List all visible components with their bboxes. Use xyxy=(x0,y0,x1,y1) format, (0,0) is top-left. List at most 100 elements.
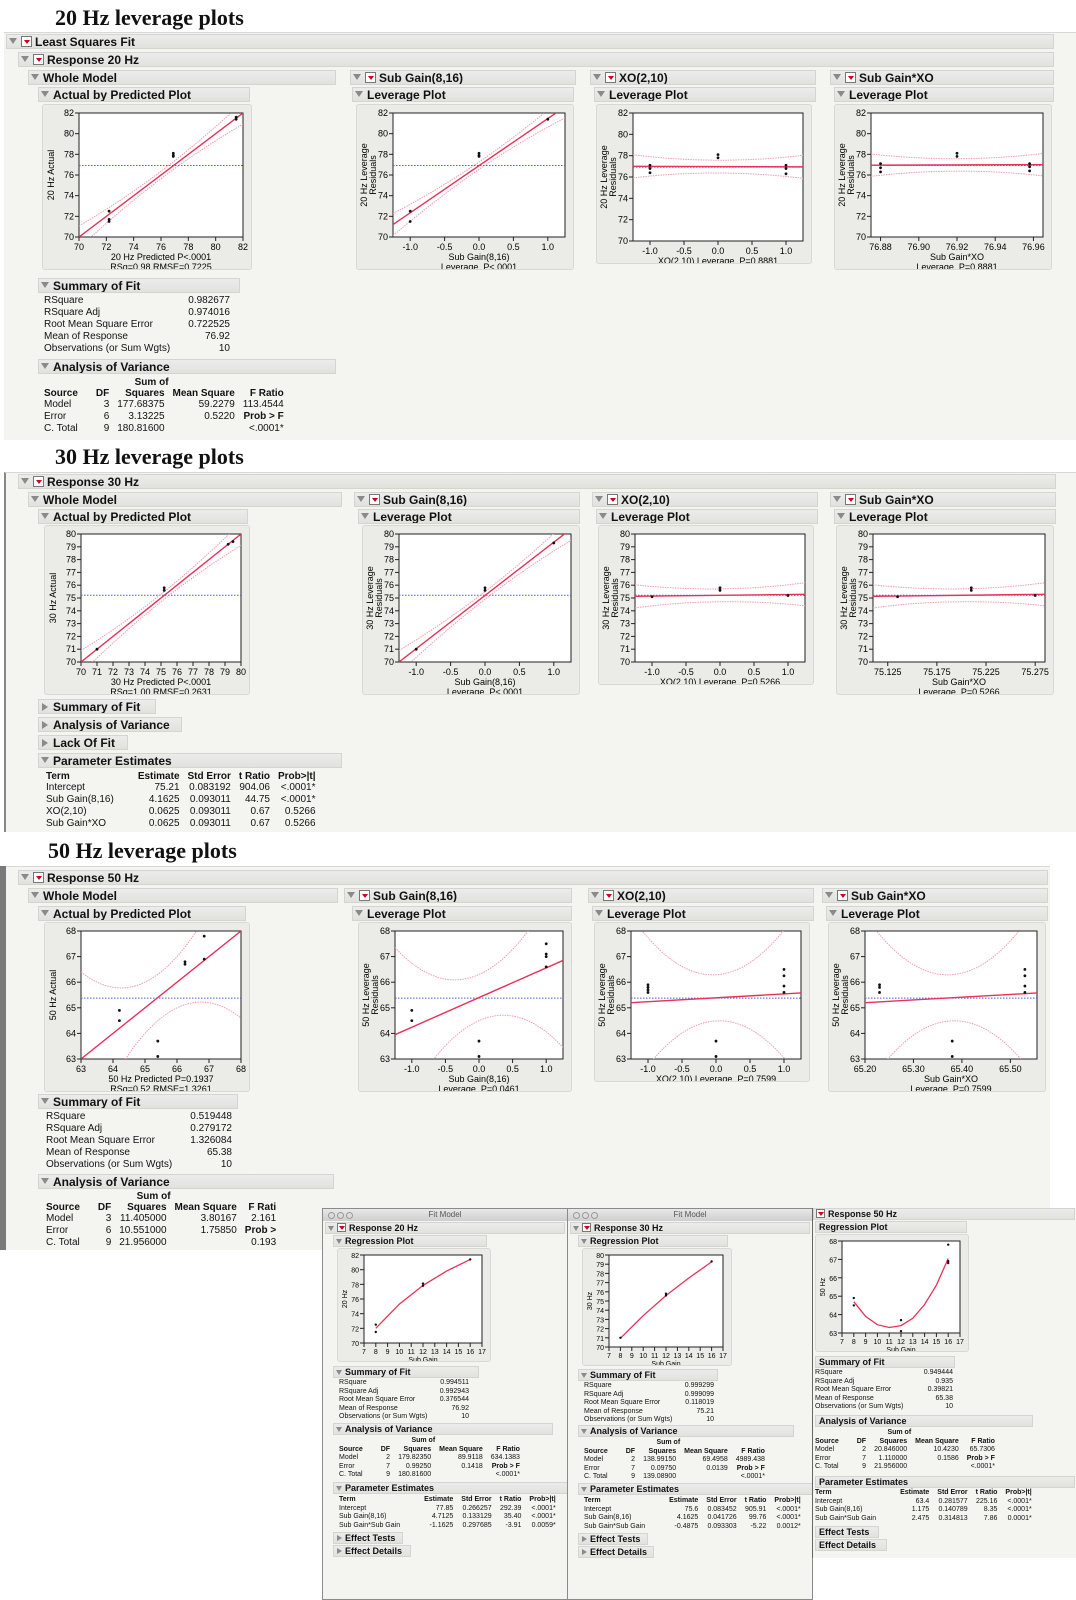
red-triangle-menu-icon[interactable] xyxy=(33,476,44,487)
red-triangle-menu-icon[interactable] xyxy=(365,72,376,83)
disclosure-icon[interactable] xyxy=(336,1486,342,1491)
least-squares-fit-header[interactable]: Least Squares Fit xyxy=(6,34,1054,49)
red-triangle-menu-icon[interactable] xyxy=(837,890,848,901)
regression-plot-header[interactable]: Regression Plot xyxy=(815,1221,967,1233)
disclosure-icon[interactable] xyxy=(581,1373,587,1378)
disclosure-icon[interactable] xyxy=(591,892,599,898)
disclosure-icon[interactable] xyxy=(599,513,607,519)
disclosure-icon[interactable] xyxy=(573,1226,579,1231)
leverage-plot-header[interactable]: Leverage Plot xyxy=(826,906,1048,921)
disclosure-icon[interactable] xyxy=(41,513,49,519)
disclosure-icon[interactable] xyxy=(595,910,603,916)
anova-header[interactable]: Analysis of Variance xyxy=(38,1174,334,1189)
red-triangle-menu-icon[interactable] xyxy=(21,36,32,47)
leverage-plot-header[interactable]: Leverage Plot xyxy=(834,87,1054,102)
disclosure-icon[interactable] xyxy=(21,478,29,484)
disclosure-icon[interactable] xyxy=(837,513,845,519)
disclosure-icon[interactable] xyxy=(336,1427,342,1432)
fit-model-panel-50hz[interactable]: Response 50 Hz Regression Plot 63 64 65 66 6… xyxy=(812,1208,1076,1558)
red-triangle-menu-icon[interactable] xyxy=(605,72,616,83)
disclosure-icon[interactable] xyxy=(833,74,841,80)
summary-of-fit-header[interactable]: Summary of Fit xyxy=(333,1366,479,1378)
effect-tests-header[interactable]: Effect Tests xyxy=(333,1532,403,1544)
disclosure-icon[interactable] xyxy=(355,910,363,916)
disclosure-icon[interactable] xyxy=(581,1487,587,1492)
disclosure-icon[interactable] xyxy=(581,1429,587,1434)
disclosure-icon[interactable] xyxy=(357,496,365,502)
effect-header-xo[interactable]: XO(2,10) xyxy=(590,70,816,85)
red-triangle-menu-icon[interactable] xyxy=(816,1209,825,1218)
leverage-plot-header[interactable]: Leverage Plot xyxy=(596,509,818,524)
disclosure-closed-icon[interactable] xyxy=(337,1535,342,1541)
parameter-estimates-header[interactable]: Parameter Estimates xyxy=(815,1476,1075,1488)
disclosure-icon[interactable] xyxy=(833,496,841,502)
disclosure-icon[interactable] xyxy=(31,496,39,502)
whole-model-header[interactable]: Whole Model xyxy=(28,492,342,507)
disclosure-icon[interactable] xyxy=(336,1239,342,1244)
window-titlebar[interactable]: Fit Model xyxy=(323,1209,567,1221)
disclosure-icon[interactable] xyxy=(353,74,361,80)
disclosure-icon[interactable] xyxy=(355,91,363,97)
effect-tests-header[interactable]: Effect Tests xyxy=(578,1533,648,1545)
disclosure-icon[interactable] xyxy=(825,892,833,898)
disclosure-icon[interactable] xyxy=(593,74,601,80)
actual-by-predicted-header[interactable]: Actual by Predicted Plot xyxy=(38,509,248,524)
disclosure-icon[interactable] xyxy=(837,91,845,97)
red-triangle-menu-icon[interactable] xyxy=(33,872,44,883)
disclosure-icon[interactable] xyxy=(829,910,837,916)
red-triangle-menu-icon[interactable] xyxy=(337,1223,346,1232)
disclosure-closed-icon[interactable] xyxy=(42,703,48,711)
fit-model-window-30hz[interactable]: Fit Model Response 30 Hz Regression Plot… xyxy=(567,1208,814,1600)
response-30hz-header[interactable]: Response 30 Hz xyxy=(18,474,1056,489)
leverage-plot-header[interactable]: Leverage Plot xyxy=(352,87,574,102)
leverage-plot-header[interactable]: Leverage Plot xyxy=(594,87,816,102)
disclosure-closed-icon[interactable] xyxy=(582,1549,587,1555)
disclosure-closed-icon[interactable] xyxy=(42,739,48,747)
whole-model-header[interactable]: Whole Model xyxy=(28,888,338,903)
window-titlebar[interactable]: Fit Model xyxy=(568,1209,812,1221)
actual-by-predicted-header[interactable]: Actual by Predicted Plot xyxy=(38,906,246,921)
disclosure-icon[interactable] xyxy=(328,1226,334,1231)
regression-plot-header[interactable]: Regression Plot xyxy=(333,1235,487,1247)
disclosure-icon[interactable] xyxy=(21,56,29,62)
effect-tests-header[interactable]: Effect Tests xyxy=(815,1526,879,1538)
effect-header-subgain[interactable]: Sub Gain(8,16) xyxy=(350,70,576,85)
effect-header-subgainxo[interactable]: Sub Gain*XO xyxy=(830,70,1054,85)
whole-model-header[interactable]: Whole Model xyxy=(28,70,336,85)
disclosure-closed-icon[interactable] xyxy=(337,1548,342,1554)
response-header[interactable]: Response 50 Hz xyxy=(813,1208,1075,1220)
minimize-button[interactable] xyxy=(582,1212,589,1219)
disclosure-icon[interactable] xyxy=(31,892,39,898)
response-20hz-header[interactable]: Response 20 Hz xyxy=(18,52,1054,67)
effect-header-subgainxo[interactable]: Sub Gain*XO xyxy=(822,888,1048,903)
zoom-button[interactable] xyxy=(346,1212,353,1219)
disclosure-icon[interactable] xyxy=(595,496,603,502)
disclosure-icon[interactable] xyxy=(41,91,49,97)
summary-of-fit-header[interactable]: Summary of Fit xyxy=(38,278,240,293)
summary-of-fit-header[interactable]: Summary of Fit xyxy=(578,1369,718,1381)
summary-of-fit-header[interactable]: Summary of Fit xyxy=(38,1094,238,1109)
leverage-plot-header[interactable]: Leverage Plot xyxy=(358,509,580,524)
minimize-button[interactable] xyxy=(337,1212,344,1219)
red-triangle-menu-icon[interactable] xyxy=(33,54,44,65)
disclosure-closed-icon[interactable] xyxy=(42,721,48,729)
red-triangle-menu-icon[interactable] xyxy=(603,890,614,901)
effect-header-subgainxo[interactable]: Sub Gain*XO xyxy=(830,492,1056,507)
response-header[interactable]: Response 20 Hz xyxy=(325,1222,565,1234)
red-triangle-menu-icon[interactable] xyxy=(369,494,380,505)
response-50hz-header[interactable]: Response 50 Hz xyxy=(18,870,1048,885)
red-triangle-menu-icon[interactable] xyxy=(845,494,856,505)
disclosure-icon[interactable] xyxy=(31,74,39,80)
leverage-plot-header[interactable]: Leverage Plot xyxy=(834,509,1056,524)
zoom-button[interactable] xyxy=(591,1212,598,1219)
disclosure-icon[interactable] xyxy=(41,1098,49,1104)
anova-header[interactable]: Analysis of Variance xyxy=(38,359,336,374)
red-triangle-menu-icon[interactable] xyxy=(845,72,856,83)
summary-of-fit-header[interactable]: Summary of Fit xyxy=(815,1356,955,1368)
close-button[interactable] xyxy=(573,1212,580,1219)
regression-plot-header[interactable]: Regression Plot xyxy=(578,1235,728,1247)
disclosure-icon[interactable] xyxy=(41,1178,49,1184)
disclosure-icon[interactable] xyxy=(41,363,49,369)
effect-header-xo[interactable]: XO(2,10) xyxy=(588,888,814,903)
leverage-plot-header[interactable]: Leverage Plot xyxy=(592,906,814,921)
